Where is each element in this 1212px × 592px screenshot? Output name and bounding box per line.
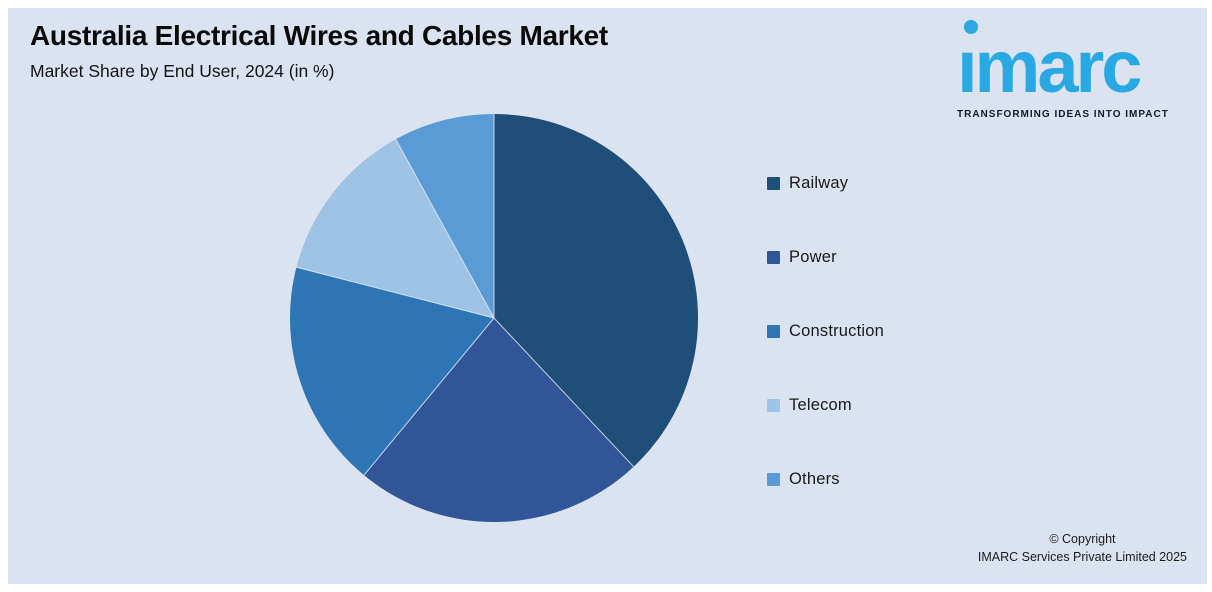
legend-item-power: Power bbox=[767, 247, 884, 267]
page-subtitle: Market Share by End User, 2024 (in %) bbox=[30, 61, 335, 81]
legend-item-telecom: Telecom bbox=[767, 395, 884, 415]
page-title: Australia Electrical Wires and Cables Ma… bbox=[30, 20, 608, 51]
legend-item-others: Others bbox=[767, 469, 884, 489]
imarc-logo-tagline: TRANSFORMING IDEAS INTO IMPACT bbox=[957, 109, 1169, 120]
copyright-line2: IMARC Services Private Limited 2025 bbox=[977, 550, 1187, 564]
legend-swatch-icon bbox=[767, 472, 780, 486]
pie-slice-separator bbox=[493, 317, 635, 468]
pie-slice-separator bbox=[395, 138, 495, 319]
legend-swatch-icon bbox=[767, 176, 780, 190]
imarc-logo-dot-icon bbox=[964, 20, 978, 34]
legend-item-label: Others bbox=[789, 469, 840, 488]
legend-item-label: Construction bbox=[789, 321, 885, 340]
legend-swatch-icon bbox=[767, 324, 780, 338]
chart-legend: Railway Power Construction Telecom Other… bbox=[767, 173, 884, 543]
imarc-logo: ımarc TRANSFORMING IDEAS INTO IMPACT bbox=[955, 14, 1191, 120]
legend-item-label: Power bbox=[789, 247, 837, 266]
copyright-notice: © Copyright IMARC Services Private Limit… bbox=[978, 530, 1187, 566]
copyright-line1: © Copyright bbox=[1049, 532, 1116, 546]
pie-slice-separator bbox=[363, 317, 495, 476]
legend-swatch-icon bbox=[767, 398, 780, 412]
pie-slice-others bbox=[395, 114, 494, 318]
pie-slice-railway bbox=[494, 114, 699, 467]
pie-slice-construction bbox=[290, 267, 494, 476]
pie-chart-container bbox=[289, 113, 699, 523]
pie-slice-power bbox=[363, 318, 634, 522]
legend-swatch-icon bbox=[767, 250, 780, 264]
legend-item-label: Railway bbox=[789, 173, 849, 192]
chart-panel: Australia Electrical Wires and Cables Ma… bbox=[8, 8, 1207, 584]
pie-slice-separator bbox=[296, 266, 495, 319]
legend-item-railway: Railway bbox=[767, 173, 884, 193]
pie-chart bbox=[290, 114, 699, 522]
legend-item-label: Telecom bbox=[789, 395, 852, 414]
imarc-logo-wordmark: ımarc bbox=[957, 25, 1142, 108]
pie-slice-telecom bbox=[296, 139, 494, 318]
legend-item-construction: Construction bbox=[767, 321, 884, 341]
